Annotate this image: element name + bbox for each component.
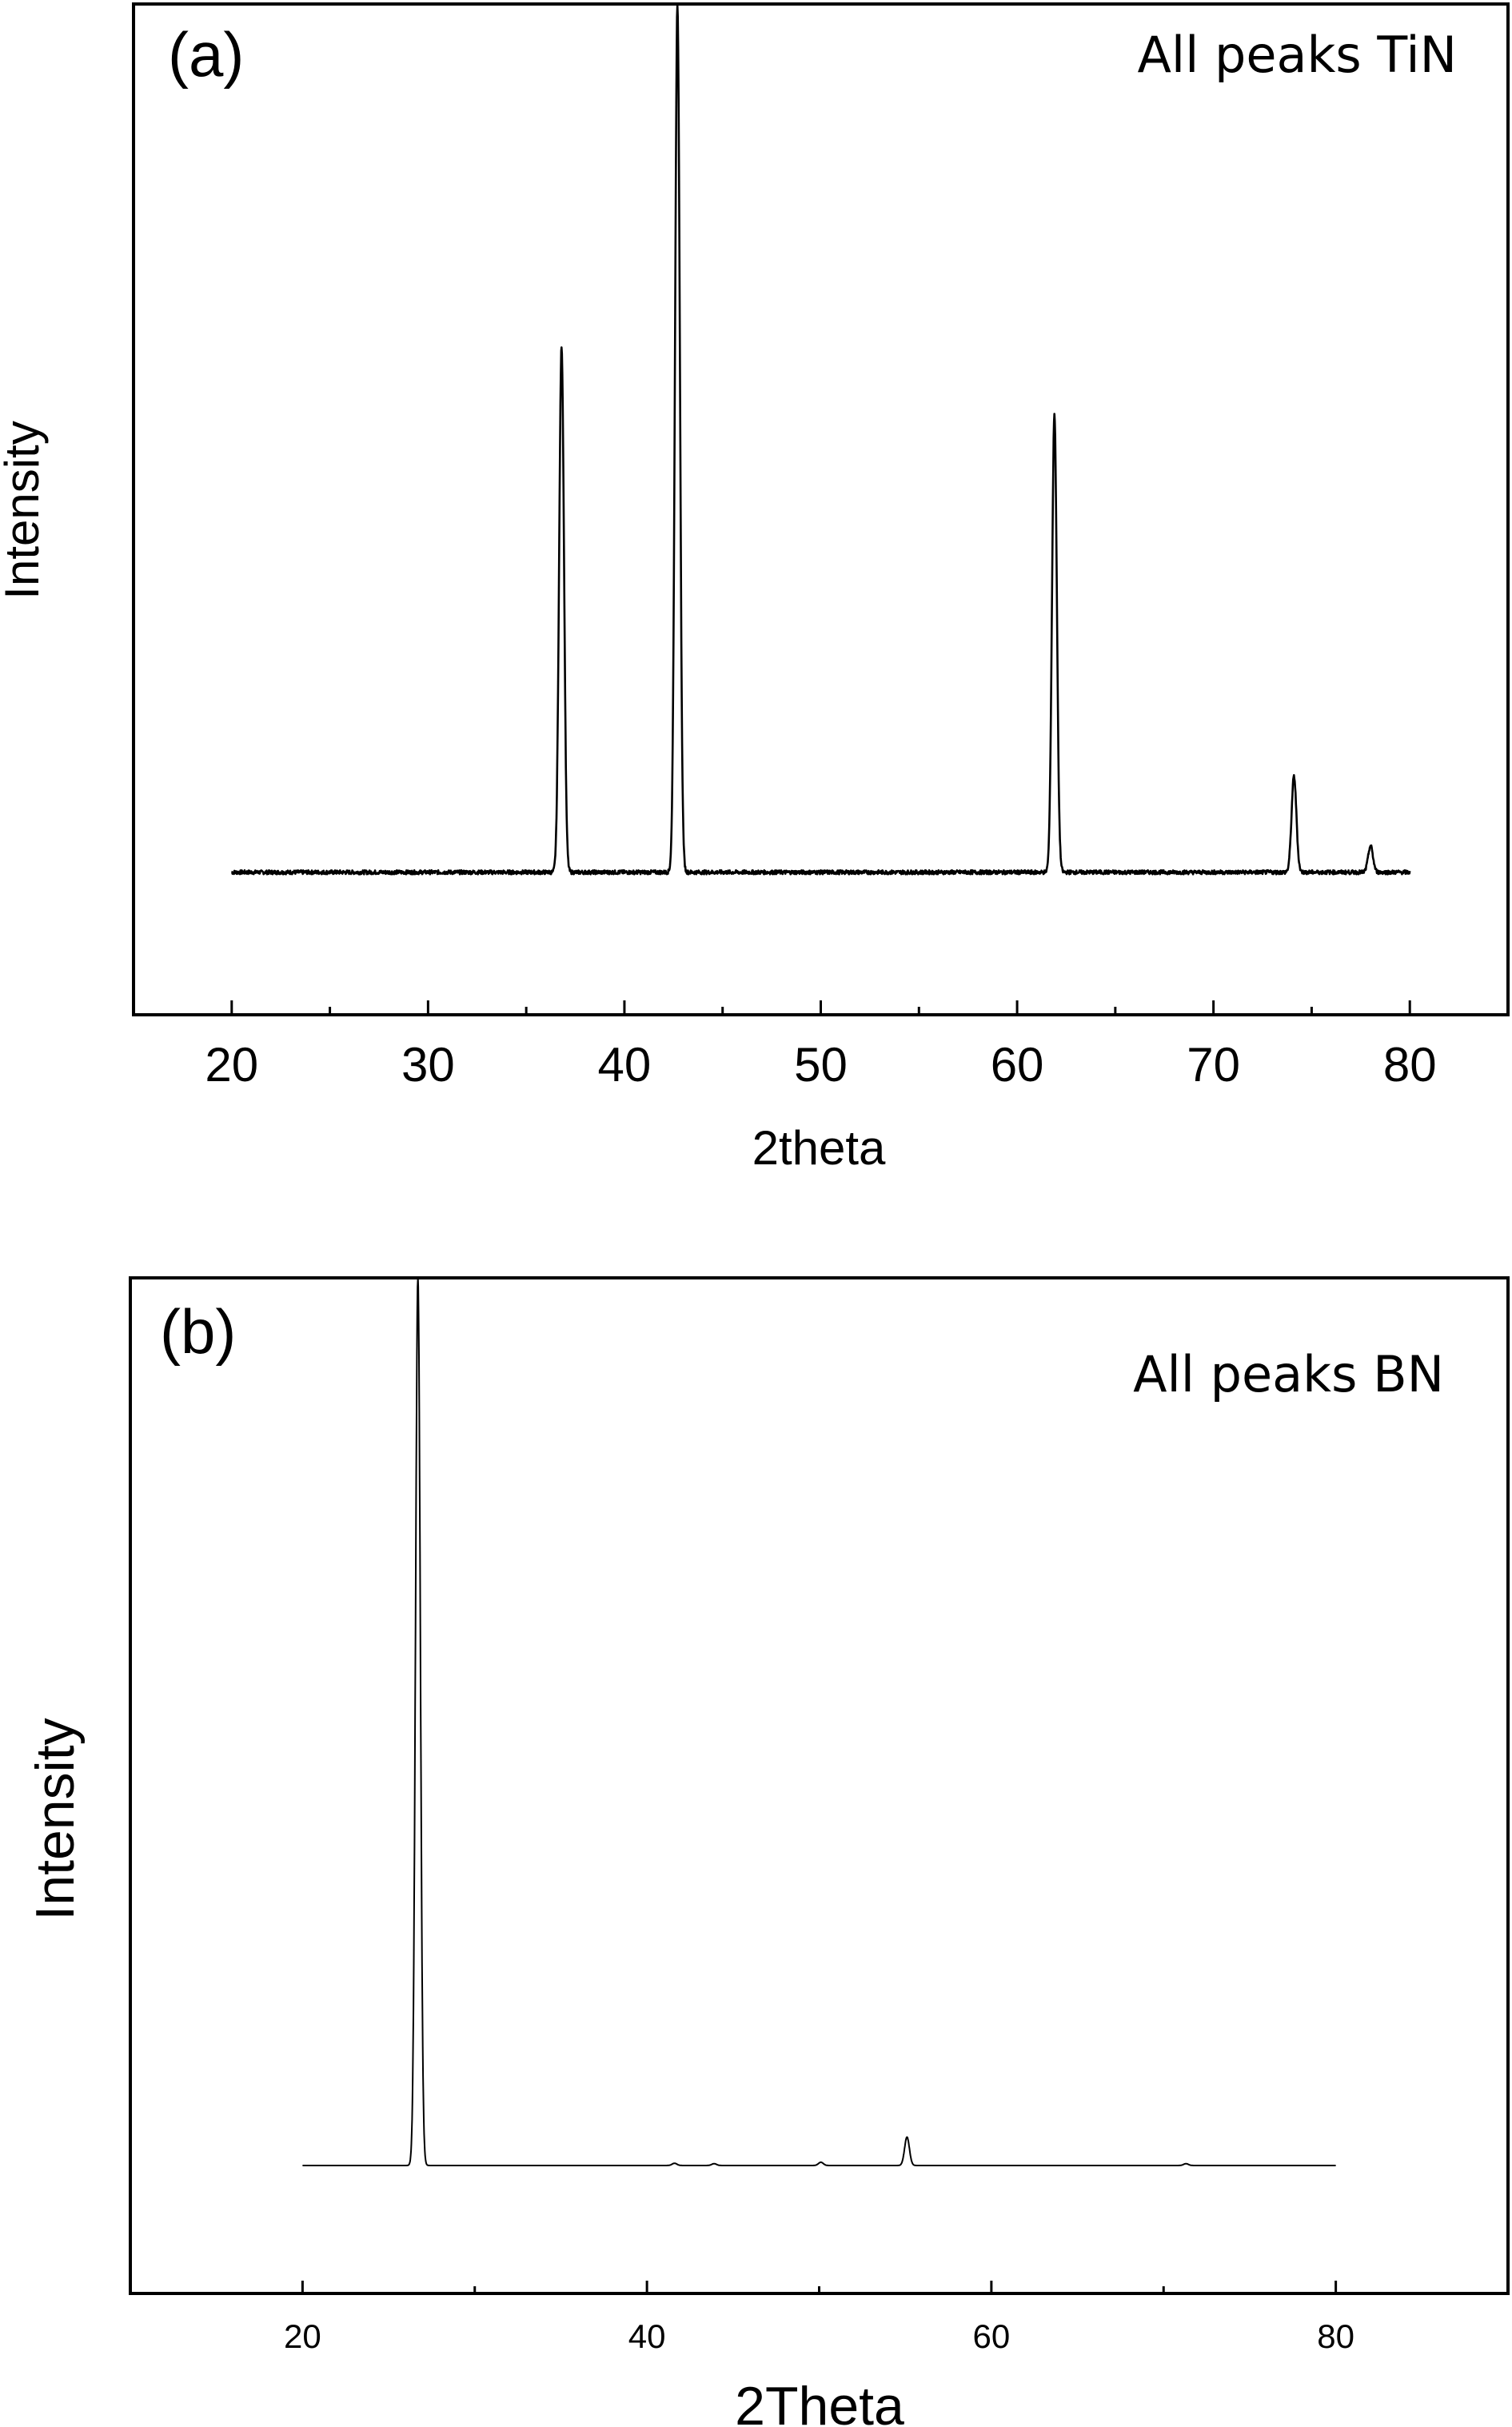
x-tick-label: 20 [284,2317,321,2355]
annotation-label: All peaks TiN [1137,26,1457,84]
x-axis-tick-labels: 20 30 40 50 60 70 80 [205,1038,1436,1092]
panel-a: (a) All peaks TiN Intensity 2theta 20 30 4… [0,2,1510,1175]
x-tick-label: 60 [973,2317,1011,2355]
x-axis-title: 2Theta [735,2376,904,2427]
x-axis-ticks [301,2281,1338,2293]
series-line [231,4,1411,876]
annotation-label: All peaks BN [1133,1345,1444,1403]
x-tick-label: 30 [401,1038,455,1092]
x-tick-label: 70 [1187,1038,1240,1092]
panel-b: (b) All peaks BN Intensity 2Theta 20 40 60… [25,1276,1510,2427]
x-axis-ticks [230,1000,1411,1015]
series-line [301,1277,1337,2166]
x-tick-label: 80 [1383,1038,1437,1092]
x-tick-label: 80 [1317,2317,1354,2355]
x-axis-title: 2theta [752,1121,886,1175]
plot-frame [132,2,1510,1016]
plot-frame [129,1276,1510,2295]
x-tick-label: 50 [794,1038,848,1092]
panel-label: (a) [168,19,244,90]
x-tick-label: 60 [991,1038,1044,1092]
panel-label: (b) [160,1296,236,1367]
y-axis-title: Intensity [0,421,49,599]
y-axis-title: Intensity [25,1718,86,1920]
x-axis-tick-labels: 20 40 60 80 [284,2317,1354,2355]
x-tick-label: 20 [205,1038,258,1092]
x-tick-label: 40 [628,2317,666,2355]
x-tick-label: 40 [598,1038,652,1092]
